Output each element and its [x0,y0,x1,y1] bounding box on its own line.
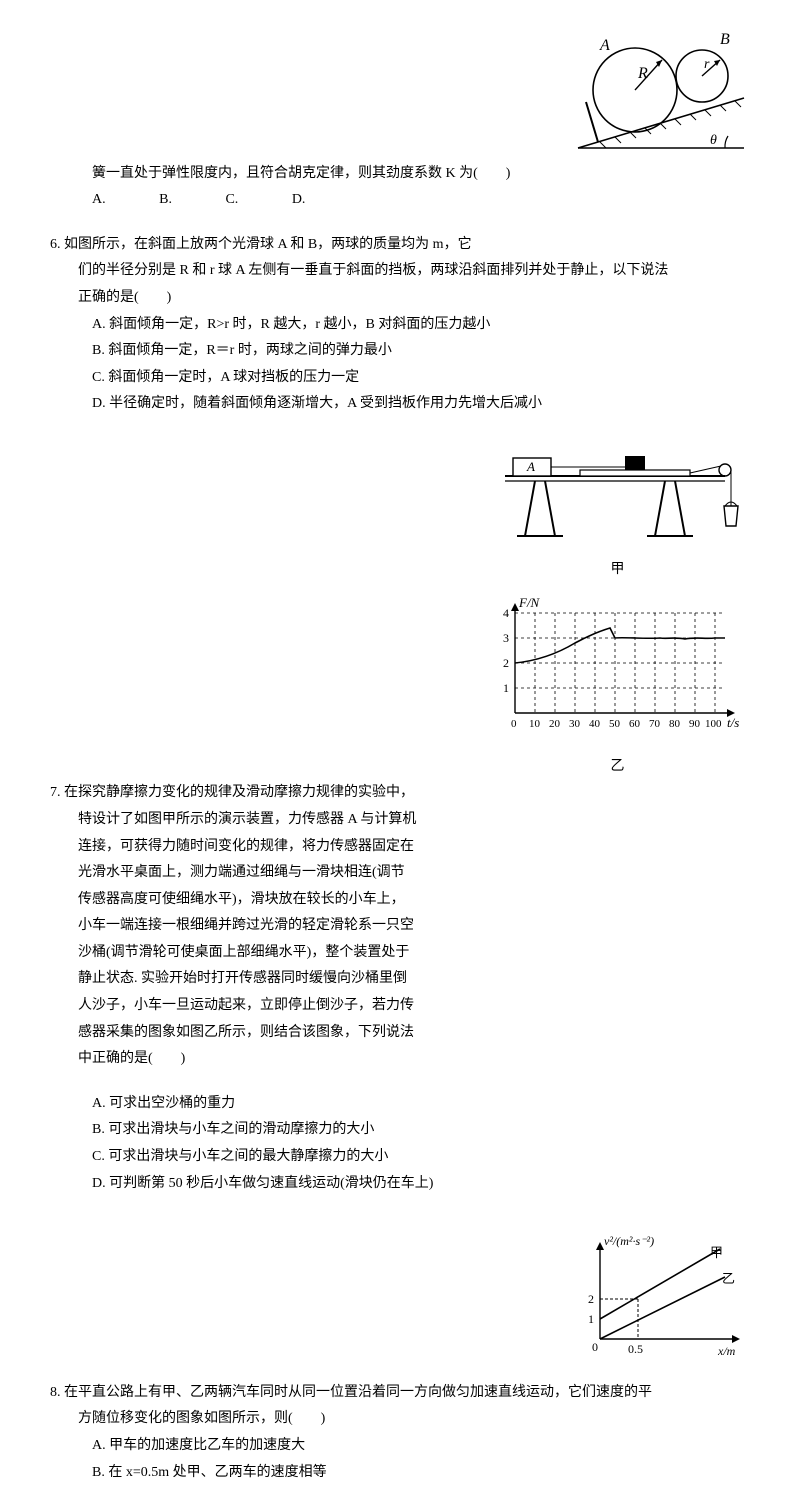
q7-s1: 7. 在探究静摩擦力变化的规律及滑动摩擦力规律的实验中， [50,780,750,807]
fig-graph-caption: 乙 [485,754,750,781]
q6-stem2: 们的半径分别是 R 和 r 球 A 左侧有一垂直于斜面的挡板，两球沿斜面排列并处… [50,258,750,285]
label-theta: θ [710,133,717,148]
y-arrow [511,603,519,611]
vx-ylabel: v²/(m²·s⁻²) [604,1234,654,1248]
q7-opt-b: B. 可求出滑块与小车之间的滑动摩擦力的大小 [50,1117,750,1144]
q7-s8: 静止状态. 实验开始时打开传感器同时缓慢向沙桶里倒 [50,966,750,993]
xt10: 100 [705,718,722,730]
xt1: 10 [529,718,541,730]
q7: 7. 在探究静摩擦力变化的规律及滑动摩擦力规律的实验中， 特设计了如图甲所示的演… [50,780,750,1197]
label-a: A [599,37,610,54]
xt7: 70 [649,718,661,730]
q7-s9: 人沙子，小车一旦运动起来，立即停止倒沙子，若力传 [50,993,750,1020]
q6-opt-b: B. 斜面倾角一定，R＝r 时，两球之间的弹力最小 [50,338,750,365]
bucket [724,506,738,526]
vx-xlabel: x/m [717,1344,736,1358]
yt3: 3 [503,631,509,645]
vx-yarrow [596,1242,604,1250]
q6: 6. 如图所示，在斜面上放两个光滑球 A 和 B，两球的质量均为 m，它 们的半… [50,232,750,418]
xt6: 60 [629,718,641,730]
xt3: 30 [569,718,581,730]
yt1: 1 [503,681,509,695]
q6-opt-a: A. 斜面倾角一定，R>r 时，R 越大，r 越小，B 对斜面的压力越小 [50,312,750,339]
figure-balls-incline: A B R r θ [570,30,750,161]
q7-s7: 沙桶(调节滑轮可使桌面上部细绳水平)，整个装置处于 [50,940,750,967]
leg1a [525,481,535,536]
graph-svg: F/N t/s 1 2 3 4 0 10 20 30 40 50 60 70 8… [485,593,745,743]
q7-figures: A 甲 F/N t [485,436,750,780]
block [625,456,645,470]
leg2a [655,481,665,536]
q7-s2: 特设计了如图甲所示的演示装置，力传感器 A 与计算机 [50,807,750,834]
q7-s5: 传感器高度可使细绳水平)，滑块放在较长的小车上， [50,887,750,914]
vx-jia: 甲 [710,1245,723,1260]
fig-table-caption: 甲 [485,557,750,584]
vx-x05: 0.5 [628,1342,643,1356]
theta-arc [725,136,728,148]
q8: 8. 在平直公路上有甲、乙两辆汽车同时从同一位置沿着同一方向做匀加速直线运动，它… [50,1380,750,1486]
q5-opt-d: D. [292,187,306,214]
q7-opt-d: D. 可判断第 50 秒后小车做匀速直线运动(滑块仍在车上) [50,1171,750,1198]
apparatus-svg: A [485,436,745,546]
vx-xarrow [732,1335,740,1343]
q5-text: 簧一直处于弹性限度内，且符合胡克定律，则其劲度系数 K 为( ) [50,161,750,188]
vx-y2: 2 [588,1292,594,1306]
cart [580,470,690,476]
vx-y1: 1 [588,1312,594,1326]
vx-yi: 乙 [722,1271,735,1286]
q8-opt-a: A. 甲车的加速度比乙车的加速度大 [50,1433,750,1460]
q7-opt-a: A. 可求出空沙桶的重力 [50,1091,750,1118]
q8-s1: 8. 在平直公路上有甲、乙两辆汽车同时从同一位置沿着同一方向做匀加速直线运动，它… [50,1380,750,1407]
leg1b [545,481,555,536]
q5-opt-b: B. [159,187,172,214]
xlabel: t/s [727,715,739,730]
xt9: 90 [689,718,701,730]
q8-s2: 方随位移变化的图象如图所示，则( ) [50,1406,750,1433]
q5-opt-a: A. [92,187,106,214]
q7-s11: 中正确的是( ) [50,1046,750,1073]
label-small-r: r [704,57,710,72]
q7-s10: 感器采集的图象如图乙所示，则结合该图象，下列说法 [50,1020,750,1047]
grid [515,613,725,713]
q6-opt-c: C. 斜面倾角一定时，A 球对挡板的压力一定 [50,365,750,392]
incline-hatch [600,101,741,148]
q6-stem3: 正确的是( ) [50,285,750,312]
leg2b [675,481,685,536]
q7-s6: 小车一端连接一根细绳并跨过光滑的轻定滑轮系一只空 [50,913,750,940]
vx-zero: 0 [592,1340,598,1354]
q5-continuation: 簧一直处于弹性限度内，且符合胡克定律，则其劲度系数 K 为( ) A. B. C… [50,161,750,214]
label-b: B [720,31,730,48]
balls-svg: A B R r θ [570,30,750,150]
xt2: 20 [549,718,561,730]
q6-opt-d: D. 半径确定时，随着斜面倾角逐渐增大，A 受到挡板作用力先增大后减小 [50,391,750,418]
vx-svg: v²/(m²·s⁻²) x/m 甲 乙 2 1 0.5 0 [570,1229,750,1369]
q7-opt-c: C. 可求出滑块与小车之间的最大静摩擦力的大小 [50,1144,750,1171]
q6-stem1: 6. 如图所示，在斜面上放两个光滑球 A 和 B，两球的质量均为 m，它 [50,232,750,259]
ylabel: F/N [518,595,541,610]
curve [515,628,725,663]
label-big-r: R [637,65,648,82]
xt8: 80 [669,718,681,730]
sensor-label: A [526,459,535,474]
yt4: 4 [503,606,509,620]
xt0: 0 [511,718,517,730]
string-h [690,466,721,473]
q7-s4: 光滑水平桌面上，测力端通过细绳与一滑块相连(调节 [50,860,750,887]
q7-s3: 连接，可获得力随时间变化的规律，将力传感器固定在 [50,834,750,861]
q8-opt-b: B. 在 x=0.5m 处甲、乙两车的速度相等 [50,1460,750,1486]
xt5: 50 [609,718,621,730]
xt4: 40 [589,718,601,730]
q5-opt-c: C. [225,187,238,214]
q8-figure: v²/(m²·s⁻²) x/m 甲 乙 2 1 0.5 0 [570,1229,750,1380]
q5-options: A. B. C. D. [50,187,750,214]
yt2: 2 [503,656,509,670]
